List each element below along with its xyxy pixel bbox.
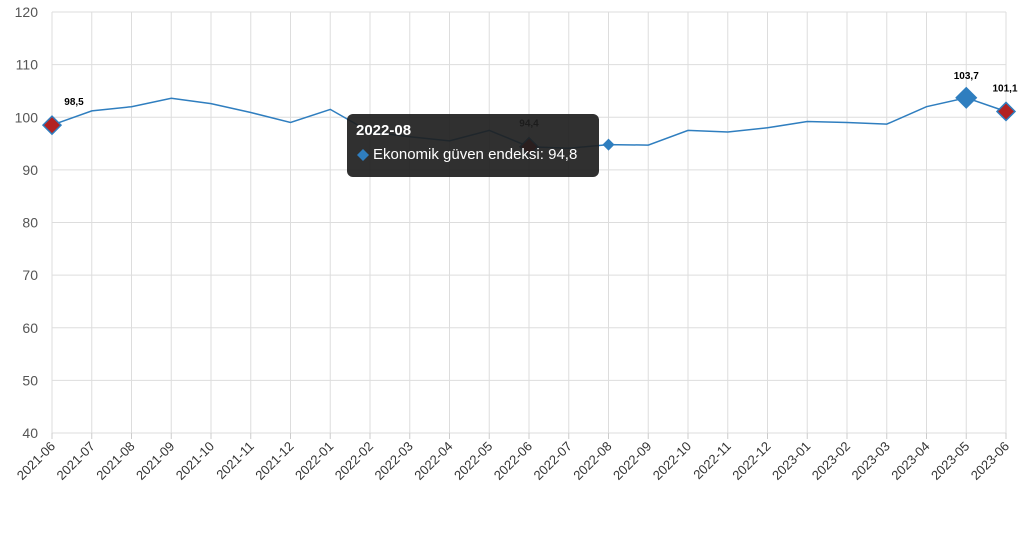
- x-tick-label: 2021-09: [133, 439, 177, 483]
- highlighted-point[interactable]: [602, 138, 615, 151]
- x-tick-label: 2022-07: [531, 439, 575, 483]
- y-tick-label: 80: [22, 215, 38, 231]
- x-tick-label: 2023-05: [928, 439, 972, 483]
- tooltip-row: Ekonomik güven endeksi: 94,8: [356, 146, 590, 164]
- x-tick-label: 2023-01: [769, 439, 813, 483]
- tooltip-title: 2022-08: [356, 122, 412, 139]
- x-tick-label: 2023-04: [888, 439, 932, 483]
- x-tick-label: 2021-06: [14, 439, 58, 483]
- x-tick-label: 2021-10: [173, 439, 217, 483]
- x-tick-label: 2022-01: [292, 439, 336, 483]
- x-tick-label: 2022-04: [411, 439, 455, 483]
- x-tick-label: 2022-10: [650, 439, 694, 483]
- x-tick-label: 2021-08: [93, 439, 137, 483]
- diamond-icon: [357, 149, 369, 161]
- data-point-marker[interactable]: [41, 115, 63, 136]
- chart-tooltip: 2022-08 Ekonomik güven endeksi: 94,8: [347, 114, 599, 177]
- x-tick-label: 2021-07: [54, 439, 98, 483]
- x-tick-label: 2023-03: [849, 439, 893, 483]
- data-point-marker[interactable]: [995, 101, 1017, 122]
- y-tick-label: 90: [22, 162, 38, 178]
- x-tick-label: 2022-08: [570, 439, 614, 483]
- x-tick-label: 2022-05: [451, 439, 495, 483]
- x-tick-label: 2023-06: [968, 439, 1012, 483]
- x-tick-label: 2022-03: [372, 439, 416, 483]
- data-label: 103,7: [954, 71, 979, 82]
- data-label: 98,5: [64, 97, 84, 108]
- x-tick-label: 2022-11: [690, 439, 734, 483]
- data-label: 101,1: [992, 83, 1017, 94]
- y-tick-label: 120: [15, 4, 39, 20]
- x-tick-label: 2021-11: [213, 439, 257, 483]
- x-tick-label: 2022-02: [332, 439, 376, 483]
- x-tick-label: 2022-06: [491, 439, 535, 483]
- x-tick-label: 2021-12: [252, 439, 296, 483]
- y-tick-label: 50: [22, 372, 38, 388]
- y-tick-label: 70: [22, 267, 38, 283]
- y-tick-label: 40: [22, 425, 38, 441]
- x-tick-label: 2023-02: [809, 439, 853, 483]
- data-point-marker[interactable]: [955, 86, 978, 109]
- x-tick-label: 2022-09: [610, 439, 654, 483]
- y-tick-label: 100: [15, 109, 39, 125]
- tooltip-text: Ekonomik güven endeksi: 94,8: [373, 146, 578, 163]
- y-tick-label: 110: [16, 57, 39, 73]
- y-tick-label: 60: [22, 320, 38, 336]
- x-tick-label: 2022-12: [729, 439, 773, 483]
